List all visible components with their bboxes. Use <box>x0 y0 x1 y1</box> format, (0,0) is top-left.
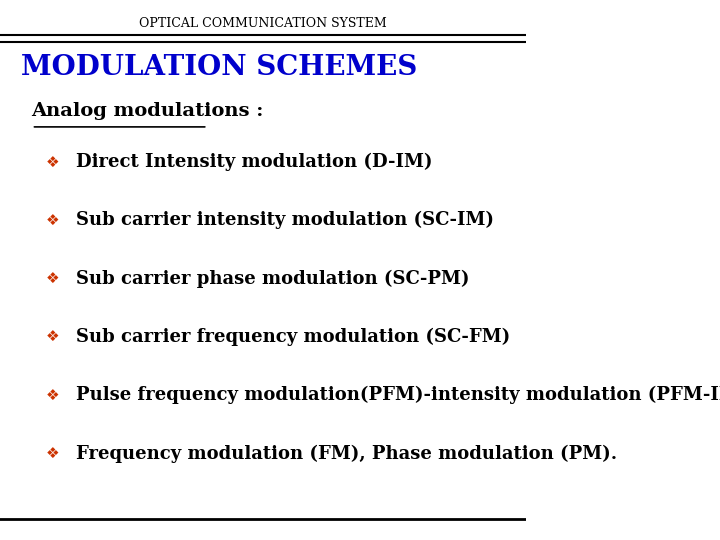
Text: Sub carrier frequency modulation (SC-FM): Sub carrier frequency modulation (SC-FM) <box>76 328 510 346</box>
Text: MODULATION SCHEMES: MODULATION SCHEMES <box>21 54 418 81</box>
Text: Pulse frequency modulation(PFM)-intensity modulation (PFM-IM): Pulse frequency modulation(PFM)-intensit… <box>76 386 720 404</box>
Text: ❖: ❖ <box>46 388 59 403</box>
Text: OPTICAL COMMUNICATION SYSTEM: OPTICAL COMMUNICATION SYSTEM <box>139 17 387 30</box>
Text: Frequency modulation (FM), Phase modulation (PM).: Frequency modulation (FM), Phase modulat… <box>76 444 617 463</box>
Text: ❖: ❖ <box>46 329 59 345</box>
Text: ❖: ❖ <box>46 446 59 461</box>
Text: Analog modulations :: Analog modulations : <box>32 102 264 120</box>
Text: ❖: ❖ <box>46 213 59 228</box>
Text: ❖: ❖ <box>46 271 59 286</box>
Text: Sub carrier phase modulation (SC-PM): Sub carrier phase modulation (SC-PM) <box>76 269 469 288</box>
Text: ❖: ❖ <box>46 154 59 170</box>
Text: Sub carrier intensity modulation (SC-IM): Sub carrier intensity modulation (SC-IM) <box>76 211 494 230</box>
Text: Direct Intensity modulation (D-IM): Direct Intensity modulation (D-IM) <box>76 153 433 171</box>
